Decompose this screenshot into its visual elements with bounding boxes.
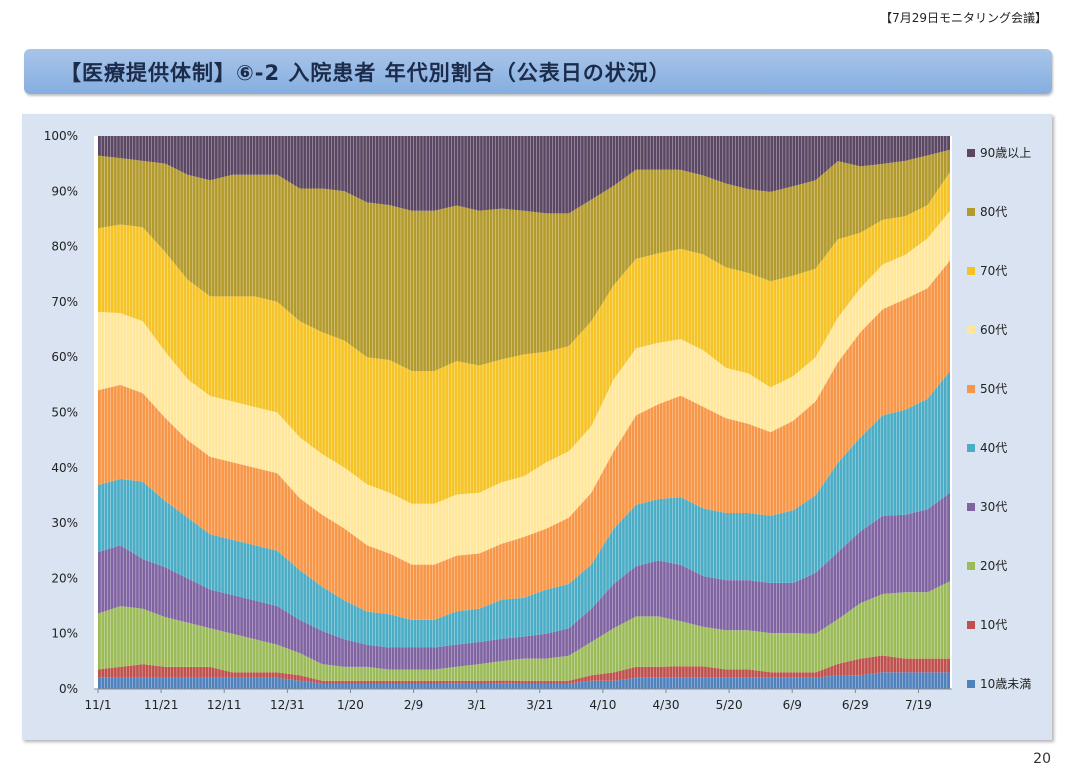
x-tick-label: 11/21 xyxy=(144,698,179,712)
area-series-6 xyxy=(98,210,950,565)
area-series-7 xyxy=(98,171,950,504)
legend-swatch xyxy=(967,680,975,688)
legend-label: 10代 xyxy=(980,618,1007,632)
x-tick-label: 12/31 xyxy=(270,698,305,712)
legend-label: 10歳未満 xyxy=(980,677,1031,691)
area-series-4 xyxy=(98,371,950,648)
legend-label: 80代 xyxy=(980,205,1007,219)
slide-title: 【医療提供体制】⑥-2 入院患者 年代別割合（公表日の状況） xyxy=(60,60,671,85)
legend-swatch xyxy=(967,149,975,157)
legend: 90歳以上 80代 70代 60代 50代 40代 30代 20代 10代 10歳未満 xyxy=(967,146,1031,691)
x-tick-label: 2/9 xyxy=(404,698,423,712)
legend-label: 90歳以上 xyxy=(980,146,1031,160)
legend-swatch xyxy=(967,562,975,570)
legend-swatch xyxy=(967,326,975,334)
y-tick-label: 20% xyxy=(51,571,78,585)
y-tick-label: 40% xyxy=(51,461,78,475)
x-tick-label: 4/30 xyxy=(653,698,680,712)
x-tick-label: 12/11 xyxy=(207,698,242,712)
legend-swatch xyxy=(967,503,975,511)
legend-label: 30代 xyxy=(980,500,1007,514)
x-tick-label: 1/20 xyxy=(337,698,364,712)
x-tick-label: 6/29 xyxy=(842,698,869,712)
legend-label: 60代 xyxy=(980,323,1007,337)
legend-label: 40代 xyxy=(980,441,1007,455)
legend-label: 20代 xyxy=(980,559,1007,573)
y-tick-label: 30% xyxy=(51,516,78,530)
area-series-3 xyxy=(98,492,950,670)
y-tick-label: 10% xyxy=(51,627,78,641)
legend-label: 70代 xyxy=(980,264,1007,278)
legend-swatch xyxy=(967,267,975,275)
x-tick-label: 11/1 xyxy=(85,698,112,712)
y-tick-label: 70% xyxy=(51,295,78,309)
area-series-0 xyxy=(98,672,950,689)
y-tick-label: 80% xyxy=(51,240,78,254)
day-bar-separators xyxy=(100,136,948,689)
x-tick-label: 7/19 xyxy=(905,698,932,712)
legend-swatch xyxy=(967,385,975,393)
y-tick-label: 0% xyxy=(59,682,78,696)
y-axis: 0% 10% 20% 30% 40% 50% 60% 70% 80% 90% 100% xyxy=(44,129,78,696)
y-tick-label: 90% xyxy=(51,184,78,198)
title-bar: 【医療提供体制】⑥-2 入院患者 年代別割合（公表日の状況） xyxy=(24,49,1052,94)
x-tick-label: 3/1 xyxy=(467,698,486,712)
x-tick-label: 6/9 xyxy=(783,698,802,712)
meeting-label: 【7月29日モニタリング会議】 xyxy=(880,11,1047,25)
legend-label: 50代 xyxy=(980,382,1007,396)
chart-panel: 0% 10% 20% 30% 40% 50% 60% 70% 80% 90% 100% 11/1 11… xyxy=(22,114,1052,740)
y-tick-label: 100% xyxy=(44,129,78,143)
x-tick-label: 4/10 xyxy=(589,698,616,712)
legend-swatch xyxy=(967,208,975,216)
legend-swatch xyxy=(967,621,975,629)
y-tick-label: 50% xyxy=(51,406,78,420)
y-tick-label: 60% xyxy=(51,350,78,364)
area-series-1 xyxy=(98,655,950,684)
x-axis: 11/1 11/21 12/11 12/31 1/20 2/9 3/1 3/21 4/10 4/3… xyxy=(85,688,952,712)
page-number: 20 xyxy=(1033,751,1051,767)
x-tick-label: 5/20 xyxy=(716,698,743,712)
area-series-2 xyxy=(98,581,950,681)
x-tick-label: 3/21 xyxy=(526,698,553,712)
stacked-area-chart: 0%10%20%30%40%50%60%70%80%90%100% 11/1 11… xyxy=(44,129,1032,712)
legend-swatch xyxy=(967,444,975,452)
area-series-5 xyxy=(98,260,950,620)
